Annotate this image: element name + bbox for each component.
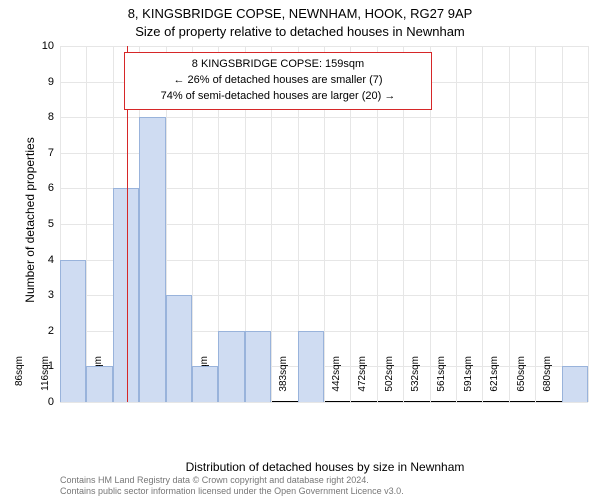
y-tick-label: 9 [48, 76, 60, 88]
histogram-bar [192, 366, 218, 402]
gridline-v [562, 46, 563, 402]
x-tick-label: 621sqm [489, 356, 500, 406]
histogram-bar [298, 331, 324, 402]
footer-line1: Contains HM Land Registry data © Crown c… [60, 475, 404, 486]
y-tick-label: 3 [48, 289, 60, 301]
plot-area: 01234567891086sqm116sqm146sqm175sqm205sq… [60, 46, 588, 402]
gridline-v [86, 46, 87, 402]
y-tick-label: 2 [48, 325, 60, 337]
histogram-bar [218, 331, 244, 402]
gridline-h [60, 402, 588, 403]
x-tick-label: 591sqm [463, 356, 474, 406]
x-tick-label: 561sqm [436, 356, 447, 406]
chart-subtitle: Size of property relative to detached ho… [0, 24, 600, 39]
gridline-v [509, 46, 510, 402]
histogram-bar [60, 260, 86, 402]
callout-box: 8 KINGSBRIDGE COPSE: 159sqm← 26% of deta… [124, 52, 432, 110]
x-axis-label: Distribution of detached houses by size … [60, 460, 590, 474]
y-tick-label: 7 [48, 147, 60, 159]
x-tick-label: 502sqm [384, 356, 395, 406]
callout-line3: 74% of semi-detached houses are larger (… [133, 89, 423, 105]
x-tick-label: 116sqm [40, 356, 51, 406]
x-tick-label: 442sqm [331, 356, 342, 406]
gridline-v [456, 46, 457, 402]
histogram-bar [86, 366, 112, 402]
y-tick-label: 6 [48, 182, 60, 194]
x-tick-label: 532sqm [410, 356, 421, 406]
callout-line2: ← 26% of detached houses are smaller (7) [133, 73, 423, 89]
callout-line1: 8 KINGSBRIDGE COPSE: 159sqm [133, 57, 423, 73]
histogram-bar [139, 117, 165, 402]
y-tick-label: 4 [48, 254, 60, 266]
gridline-v [482, 46, 483, 402]
chart-title-address: 8, KINGSBRIDGE COPSE, NEWNHAM, HOOK, RG2… [0, 6, 600, 21]
histogram-bar [166, 295, 192, 402]
footer-line2: Contains public sector information licen… [60, 486, 404, 497]
y-tick-label: 10 [42, 40, 60, 52]
histogram-bar [562, 366, 588, 402]
x-tick-label: 680sqm [542, 356, 553, 406]
footer-attribution: Contains HM Land Registry data © Crown c… [60, 475, 404, 497]
gridline-v [588, 46, 589, 402]
x-tick-label: 472sqm [357, 356, 368, 406]
x-tick-label: 650sqm [516, 356, 527, 406]
chart-container: 8, KINGSBRIDGE COPSE, NEWNHAM, HOOK, RG2… [0, 0, 600, 500]
gridline-v [535, 46, 536, 402]
x-tick-label: 383sqm [278, 356, 289, 406]
y-tick-label: 8 [48, 111, 60, 123]
x-tick-label: 86sqm [14, 356, 25, 406]
histogram-bar [245, 331, 271, 402]
y-tick-label: 5 [48, 218, 60, 230]
